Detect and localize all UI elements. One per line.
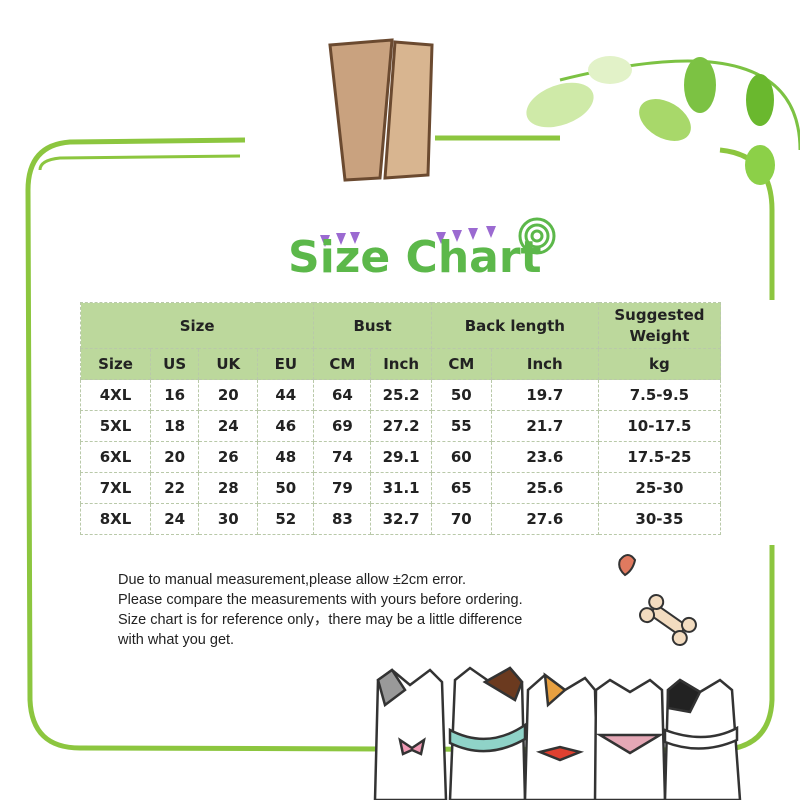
page-title: Size Chart bbox=[288, 232, 542, 283]
table-cell: 7.5-9.5 bbox=[597, 379, 722, 411]
table-cell: 64 bbox=[313, 379, 372, 411]
table-cell: 27.2 bbox=[370, 410, 432, 442]
table-cell: 83 bbox=[313, 503, 372, 535]
size-table: Size Bust Back length Suggested Weight S… bbox=[79, 302, 722, 535]
table-cell: 10-17.5 bbox=[597, 410, 722, 442]
table-cell: 32.7 bbox=[370, 503, 432, 535]
table-row: 7XL 22 28 50 79 31.1 65 25.6 25-30 bbox=[80, 472, 722, 504]
table-cell: 70 bbox=[430, 503, 492, 535]
sub-header: UK bbox=[198, 348, 259, 380]
note-line: Due to manual measurement,please allow ±… bbox=[118, 572, 467, 588]
header-bust: Bust bbox=[313, 302, 432, 349]
table-cell: 44 bbox=[257, 379, 315, 411]
table-row: 6XL 20 26 48 74 29.1 60 23.6 17.5-25 bbox=[80, 441, 722, 473]
table-cell: 19.7 bbox=[490, 379, 599, 411]
table-cell: 46 bbox=[257, 410, 315, 442]
table-cell: 31.1 bbox=[370, 472, 432, 504]
table-sub-header-row: Size US UK EU CM Inch CM Inch kg bbox=[80, 348, 722, 380]
table-cell: 52 bbox=[257, 503, 315, 535]
clothespin-icon bbox=[328, 38, 434, 182]
spiral-icon bbox=[518, 217, 556, 255]
table-cell: 30-35 bbox=[597, 503, 722, 535]
table-cell: 21.7 bbox=[490, 410, 599, 442]
table-cell: 24 bbox=[149, 503, 200, 535]
leaves-icon bbox=[526, 56, 800, 185]
table-row: 8XL 24 30 52 83 32.7 70 27.6 30-35 bbox=[80, 503, 722, 535]
sub-header: CM bbox=[430, 348, 492, 380]
table-cell: 6XL bbox=[80, 441, 151, 473]
sub-header: Size bbox=[80, 348, 151, 380]
green-frame bbox=[25, 137, 775, 753]
table-cell: 25.2 bbox=[370, 379, 432, 411]
table-cell: 22 bbox=[149, 472, 200, 504]
sub-header: US bbox=[149, 348, 200, 380]
table-cell: 8XL bbox=[80, 503, 151, 535]
header-size: Size bbox=[79, 302, 315, 349]
table-cell: 23.6 bbox=[490, 441, 599, 473]
table-cell: 30 bbox=[198, 503, 259, 535]
table-cell: 29.1 bbox=[370, 441, 432, 473]
table-row: 4XL 16 20 44 64 25.2 50 19.7 7.5-9.5 bbox=[80, 379, 722, 411]
sub-header: EU bbox=[257, 348, 315, 380]
cats-illustration bbox=[373, 666, 742, 800]
table-cell: 20 bbox=[198, 379, 259, 411]
bone-icon bbox=[639, 593, 697, 647]
header-suggested-weight: Suggested Weight bbox=[597, 302, 722, 349]
table-cell: 16 bbox=[149, 379, 200, 411]
heart-icons bbox=[320, 226, 496, 247]
table-cell: 25.6 bbox=[490, 472, 599, 504]
table-cell: 65 bbox=[430, 472, 492, 504]
header-back-length: Back length bbox=[430, 302, 599, 349]
table-cell: 17.5-25 bbox=[597, 441, 722, 473]
table-cell: 55 bbox=[430, 410, 492, 442]
table-cell: 25-30 bbox=[597, 472, 722, 504]
table-cell: 24 bbox=[198, 410, 259, 442]
heart-icon bbox=[618, 554, 637, 577]
table-cell: 69 bbox=[313, 410, 372, 442]
note-line: with what you get. bbox=[118, 632, 235, 648]
sub-header: kg bbox=[597, 348, 722, 380]
sub-header: CM bbox=[313, 348, 372, 380]
sub-header: Inch bbox=[490, 348, 599, 380]
table-cell: 18 bbox=[149, 410, 200, 442]
table-cell: 79 bbox=[313, 472, 372, 504]
sub-header: Inch bbox=[370, 348, 432, 380]
table-group-header-row: Size Bust Back length Suggested Weight bbox=[79, 302, 722, 349]
table-cell: 50 bbox=[430, 379, 492, 411]
table-cell: 20 bbox=[149, 441, 200, 473]
table-row: 5XL 18 24 46 69 27.2 55 21.7 10-17.5 bbox=[80, 410, 722, 442]
table-cell: 74 bbox=[313, 441, 372, 473]
table-cell: 28 bbox=[198, 472, 259, 504]
note-line: Please compare the measurements with you… bbox=[118, 592, 523, 608]
table-cell: 4XL bbox=[80, 379, 151, 411]
table-cell: 5XL bbox=[80, 410, 151, 442]
table-cell: 27.6 bbox=[490, 503, 599, 535]
table-cell: 26 bbox=[198, 441, 259, 473]
note-line: Size chart is for reference only，there m… bbox=[118, 612, 523, 628]
notes: Due to manual measurement,please allow ±… bbox=[118, 570, 523, 650]
table-cell: 60 bbox=[430, 441, 492, 473]
table-cell: 7XL bbox=[80, 472, 151, 504]
table-cell: 48 bbox=[257, 441, 315, 473]
table-cell: 50 bbox=[257, 472, 315, 504]
